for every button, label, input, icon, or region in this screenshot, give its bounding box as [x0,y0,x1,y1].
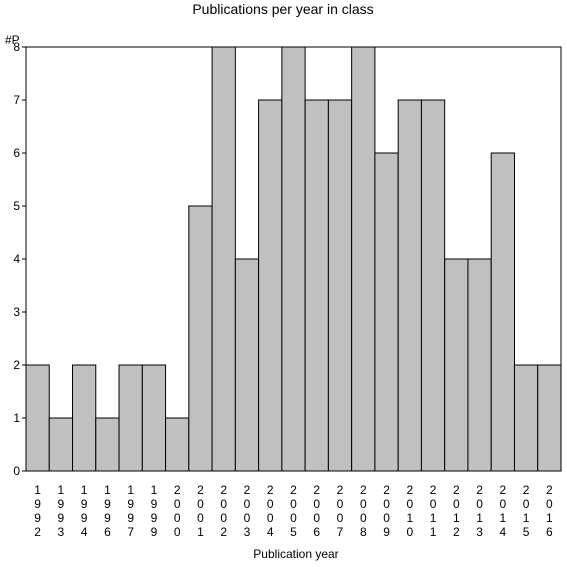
bars-group [25,46,562,472]
y-tick-label-5: 5 [13,199,20,213]
y-axis-label: #P [5,33,20,47]
bar-2004 [258,99,283,472]
bar-2012 [444,258,469,472]
bar-2003 [234,258,260,472]
bar-2016 [537,364,562,472]
y-tick-label-6: 6 [13,146,20,160]
bar-2005 [281,46,306,472]
bar-2001 [188,205,213,472]
bar-1992 [25,364,50,472]
bar-1993 [48,417,74,472]
y-tick-label-4: 4 [13,252,20,266]
y-tick-label-8: 8 [13,40,20,54]
x-tick-labels-group: 1 9 9 2 1 9 9 3 1 9 9 4 1 9 9 6 1 9 9 7 1 9 9 9 2 0 0 0 2 0 0 1 2 0 0 2 2 0 0 3… [34,483,553,539]
bar-2013 [467,258,492,472]
bar-1997 [118,364,143,472]
bar-2000 [165,417,190,472]
bar-2011 [420,99,446,472]
y-tick-label-3: 3 [13,305,20,319]
bar-2007 [327,99,353,472]
x-axis-label: Publication year [253,547,338,561]
y-tick-label-1: 1 [13,411,20,425]
bar-1996 [95,417,120,472]
bar-2008 [351,46,376,472]
y-tick-label-2: 2 [13,358,20,372]
y-tick-label-0: 0 [13,464,20,478]
plot-frame [25,46,562,472]
bar-1999 [141,364,167,472]
bar-2010 [397,99,422,472]
bar-2002 [211,46,236,472]
bar-2009 [374,152,399,472]
y-ticks-group: 0 1 2 3 4 5 6 7 8 [13,40,26,478]
bar-2014 [490,152,515,472]
bar-2015 [513,364,539,472]
y-tick-label-7: 7 [13,93,20,107]
chart-title: Publications per year in class [192,1,373,17]
bar-1994 [72,364,97,472]
bar-2006 [304,99,329,472]
